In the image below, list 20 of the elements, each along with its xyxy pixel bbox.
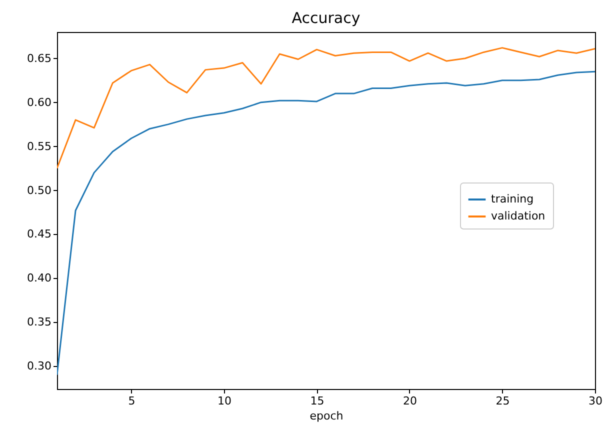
y-tick-label: 0.35 [27,316,52,329]
y-tick-label: 0.60 [27,96,52,109]
x-axis-title: epoch [310,410,344,422]
x-tick-label: 25 [496,394,510,408]
y-tick-label: 0.40 [27,272,52,285]
y-tick-label: 0.50 [27,184,52,197]
x-tick-label: 20 [402,394,417,408]
x-tick-label: 30 [588,394,602,408]
line-series [57,47,595,170]
x-tick-label: 5 [128,394,136,408]
y-tick-label: 0.30 [27,360,52,373]
y-tick-label: 0.55 [27,140,52,153]
legend-label: validation [491,210,546,222]
line-series [57,70,595,376]
legend-label: training [491,192,534,206]
y-tick-label: 0.65 [27,52,52,65]
chart-title: Accuracy [292,9,360,27]
x-tick-label: 10 [217,394,232,408]
y-tick-label: 0.45 [27,228,52,241]
x-tick-label: 15 [310,394,324,408]
